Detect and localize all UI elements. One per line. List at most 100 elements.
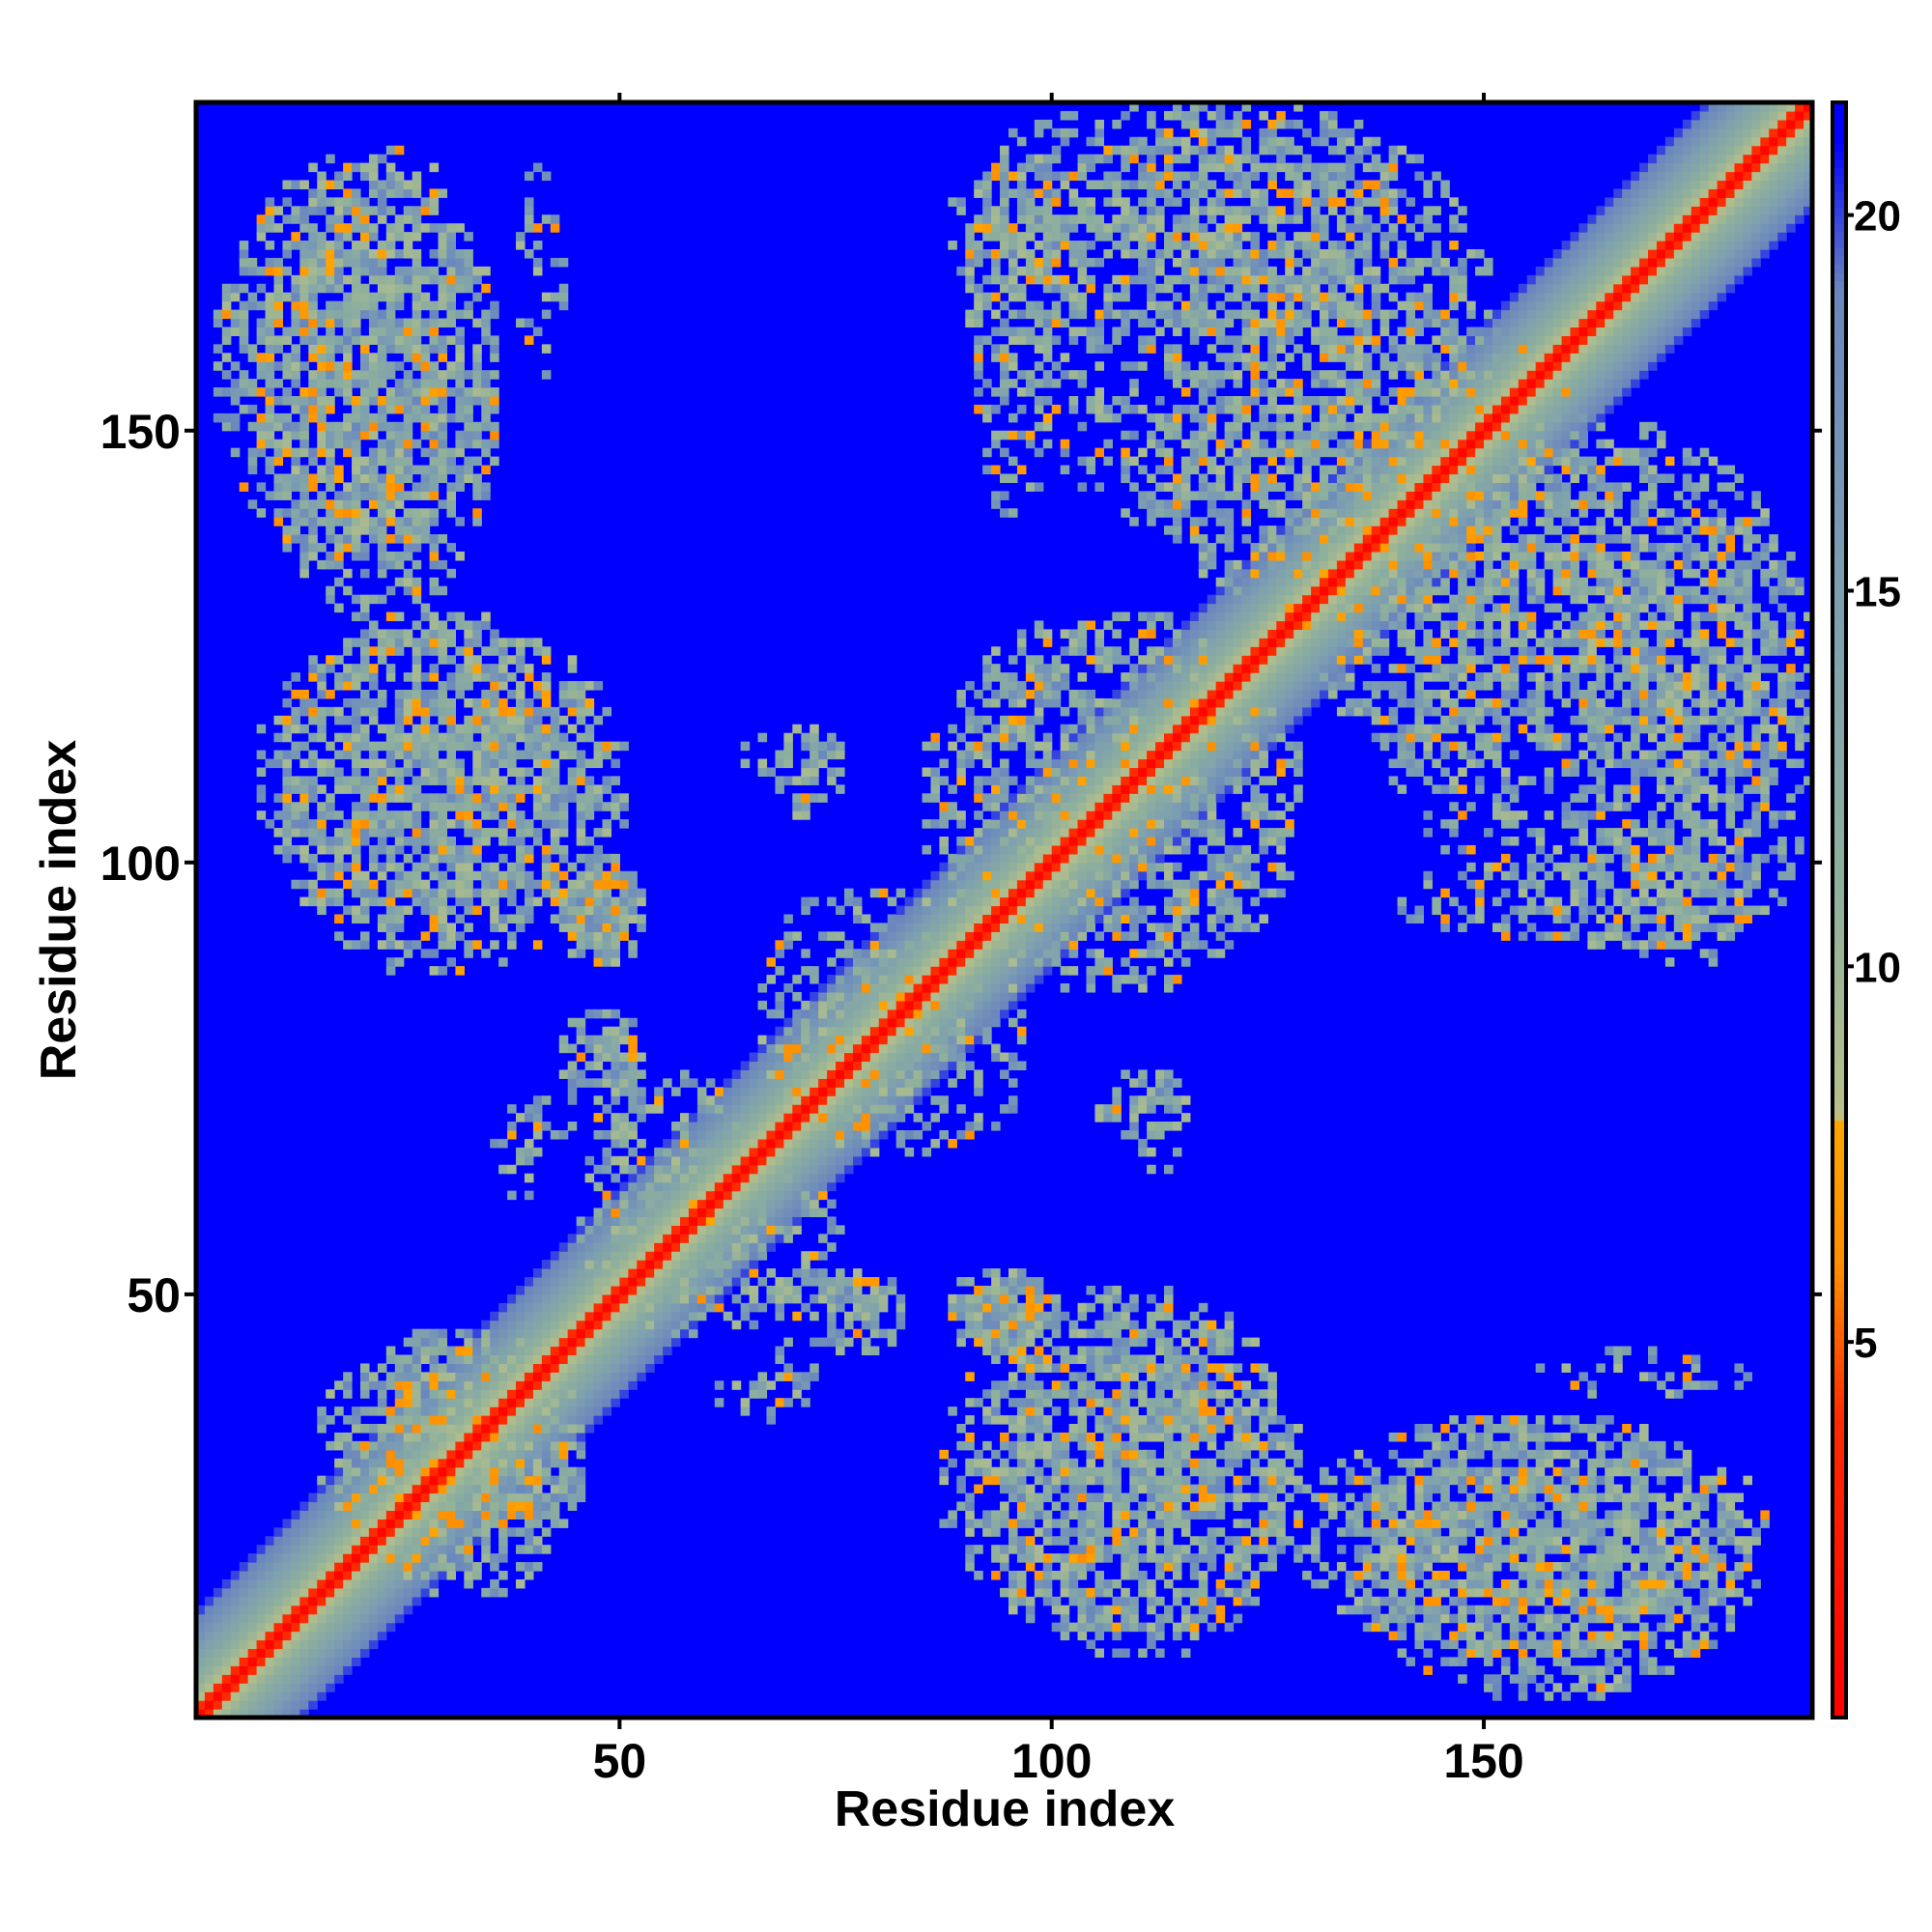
heatmap-cell xyxy=(403,810,413,820)
heatmap-cell xyxy=(446,300,456,311)
heatmap-cell xyxy=(637,1372,646,1381)
heatmap-cell xyxy=(455,1415,465,1425)
heatmap-cell xyxy=(420,526,431,535)
heatmap-cell xyxy=(731,1234,742,1243)
heatmap-cell xyxy=(273,1700,284,1710)
heatmap-cell xyxy=(377,638,387,647)
heatmap-cell xyxy=(532,837,543,846)
heatmap-cell xyxy=(696,1147,707,1157)
heatmap-cell xyxy=(299,241,309,250)
heatmap-cell xyxy=(265,1631,275,1641)
heatmap-cell xyxy=(455,1527,465,1537)
heatmap-cell xyxy=(965,1458,975,1468)
heatmap-cell xyxy=(645,1225,655,1235)
heatmap-cell xyxy=(412,1458,422,1468)
heatmap-cell xyxy=(464,473,473,484)
heatmap-cell xyxy=(446,283,456,294)
heatmap-cell xyxy=(490,1337,499,1348)
heatmap-cell xyxy=(446,223,456,233)
heatmap-cell xyxy=(464,940,473,950)
heatmap-cell xyxy=(429,1562,440,1572)
heatmap-cell xyxy=(412,1440,422,1451)
heatmap-cell xyxy=(352,257,361,268)
heatmap-cell xyxy=(922,1078,932,1088)
heatmap-cell xyxy=(308,1665,318,1675)
heatmap-cell xyxy=(394,1536,405,1546)
heatmap-cell xyxy=(861,1104,871,1114)
heatmap-cell xyxy=(455,672,465,682)
heatmap-cell xyxy=(974,879,983,890)
heatmap-cell xyxy=(982,758,992,769)
heatmap-cell xyxy=(982,1440,992,1451)
heatmap-cell xyxy=(438,465,448,475)
heatmap-cell xyxy=(749,1173,759,1183)
heatmap-cell xyxy=(326,706,335,717)
heatmap-cell xyxy=(343,741,353,752)
heatmap-cell xyxy=(230,1674,241,1684)
heatmap-cell xyxy=(904,923,915,932)
heatmap-cell xyxy=(550,1372,560,1381)
heatmap-cell xyxy=(265,758,275,769)
heatmap-cell xyxy=(247,404,258,414)
heatmap-cell xyxy=(265,241,275,250)
heatmap-cell xyxy=(359,1596,370,1606)
heatmap-cell xyxy=(213,1674,223,1684)
heatmap-cell xyxy=(611,1225,620,1235)
heatmap-cell xyxy=(584,1406,595,1416)
heatmap-cell xyxy=(394,1440,405,1451)
heatmap-cell xyxy=(282,681,293,691)
heatmap-cell xyxy=(611,862,620,872)
heatmap-cell xyxy=(412,1527,422,1537)
heatmap-cell xyxy=(429,421,440,432)
heatmap-cell xyxy=(490,793,499,803)
heatmap-cell xyxy=(385,1432,396,1442)
heatmap-cell xyxy=(801,1095,810,1105)
heatmap-cell xyxy=(930,966,940,976)
heatmap-cell xyxy=(766,1406,777,1416)
heatmap-cell xyxy=(723,1260,733,1269)
heatmap-cell xyxy=(956,1302,966,1313)
heatmap-cell xyxy=(438,896,448,907)
heatmap-cell xyxy=(420,1492,431,1503)
heatmap-cell xyxy=(818,1277,828,1287)
heatmap-cell xyxy=(368,844,379,855)
heatmap-cell xyxy=(352,266,361,276)
heatmap-cell xyxy=(593,1043,604,1054)
heatmap-cell xyxy=(490,1484,499,1494)
heatmap-cell xyxy=(239,1665,249,1675)
heatmap-cell xyxy=(567,1484,578,1494)
heatmap-cell xyxy=(326,421,335,432)
heatmap-cell xyxy=(230,1691,241,1701)
heatmap-cell xyxy=(843,1069,854,1079)
heatmap-cell xyxy=(343,1380,353,1390)
heatmap-cell xyxy=(412,732,422,743)
heatmap-cell xyxy=(385,482,396,492)
heatmap-cell xyxy=(922,1061,932,1071)
heatmap-cell xyxy=(498,1545,508,1554)
heatmap-cell xyxy=(507,1510,517,1520)
heatmap-cell xyxy=(818,1078,828,1088)
heatmap-cell xyxy=(516,1363,526,1373)
heatmap-cell xyxy=(532,1293,543,1304)
heatmap-cell xyxy=(412,940,422,950)
heatmap-cell xyxy=(438,585,448,596)
heatmap-cell xyxy=(861,1311,871,1321)
heatmap-cell xyxy=(965,1043,975,1054)
heatmap-cell xyxy=(291,309,300,320)
heatmap-cell xyxy=(377,776,387,785)
heatmap-cell xyxy=(359,931,370,941)
heatmap-cell xyxy=(334,1458,344,1468)
heatmap-cell xyxy=(680,1147,690,1157)
heatmap-cell xyxy=(775,1173,784,1183)
heatmap-cell xyxy=(982,1346,992,1356)
heatmap-cell xyxy=(429,1458,440,1468)
heatmap-cell xyxy=(247,257,258,268)
heatmap-cell xyxy=(550,802,560,811)
heatmap-cell xyxy=(567,784,578,794)
heatmap-cell xyxy=(558,1035,569,1045)
heatmap-cell xyxy=(385,335,396,345)
heatmap-cell xyxy=(637,1173,646,1183)
heatmap-cell xyxy=(869,1035,880,1045)
heatmap-cell xyxy=(869,949,880,958)
heatmap-cell xyxy=(895,1293,906,1304)
